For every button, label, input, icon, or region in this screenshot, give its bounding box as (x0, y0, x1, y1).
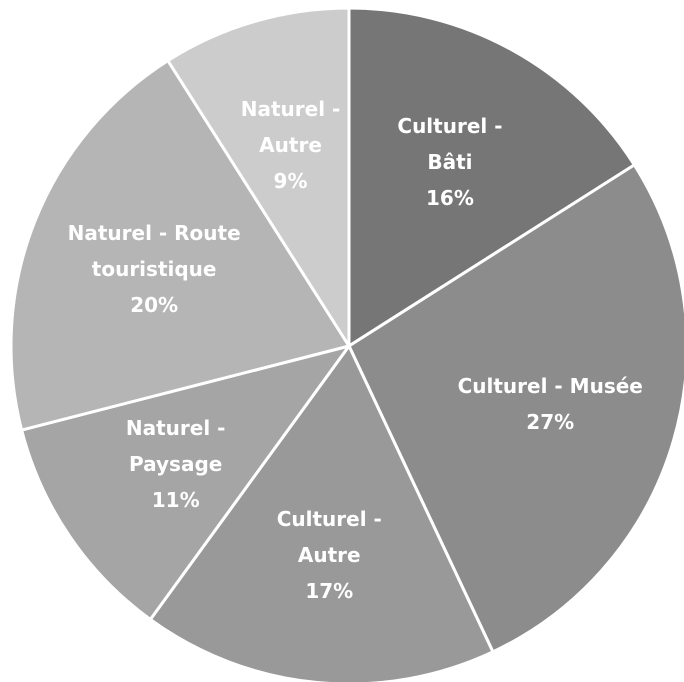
slice-label: Culturel - Autre 17% (254, 501, 404, 609)
pie-slice (347, 162, 684, 654)
slice-label: Culturel - Musée 27% (420, 368, 680, 440)
slice-value: 11% (151, 487, 200, 512)
slice-name: Naturel - Route touristique (67, 220, 241, 281)
slice-name: Culturel - Autre (276, 506, 382, 567)
slice-value: 9% (273, 168, 308, 193)
slice-name: Naturel - Paysage (125, 415, 226, 476)
pie-slice (9, 58, 352, 432)
slice-label: Naturel - Route touristique 20% (39, 215, 269, 323)
slice-value: 27% (526, 410, 575, 435)
pie-slice (148, 343, 495, 682)
slice-label: Naturel - Paysage 11% (101, 410, 251, 518)
pie-slice (19, 343, 353, 622)
slice-label: Culturel - Bâti 16% (375, 108, 525, 216)
slice-name: Naturel - Autre (240, 96, 341, 157)
pie-slice (347, 6, 637, 349)
slice-value: 16% (426, 186, 474, 211)
slice-name: Culturel - Bâti (397, 114, 503, 175)
slice-value: 17% (305, 578, 354, 603)
slice-name: Culturel - Musée (457, 374, 643, 399)
slice-label: Naturel - Autre 9% (216, 91, 366, 199)
slice-value: 20% (130, 292, 179, 317)
pie-slice (165, 6, 351, 352)
